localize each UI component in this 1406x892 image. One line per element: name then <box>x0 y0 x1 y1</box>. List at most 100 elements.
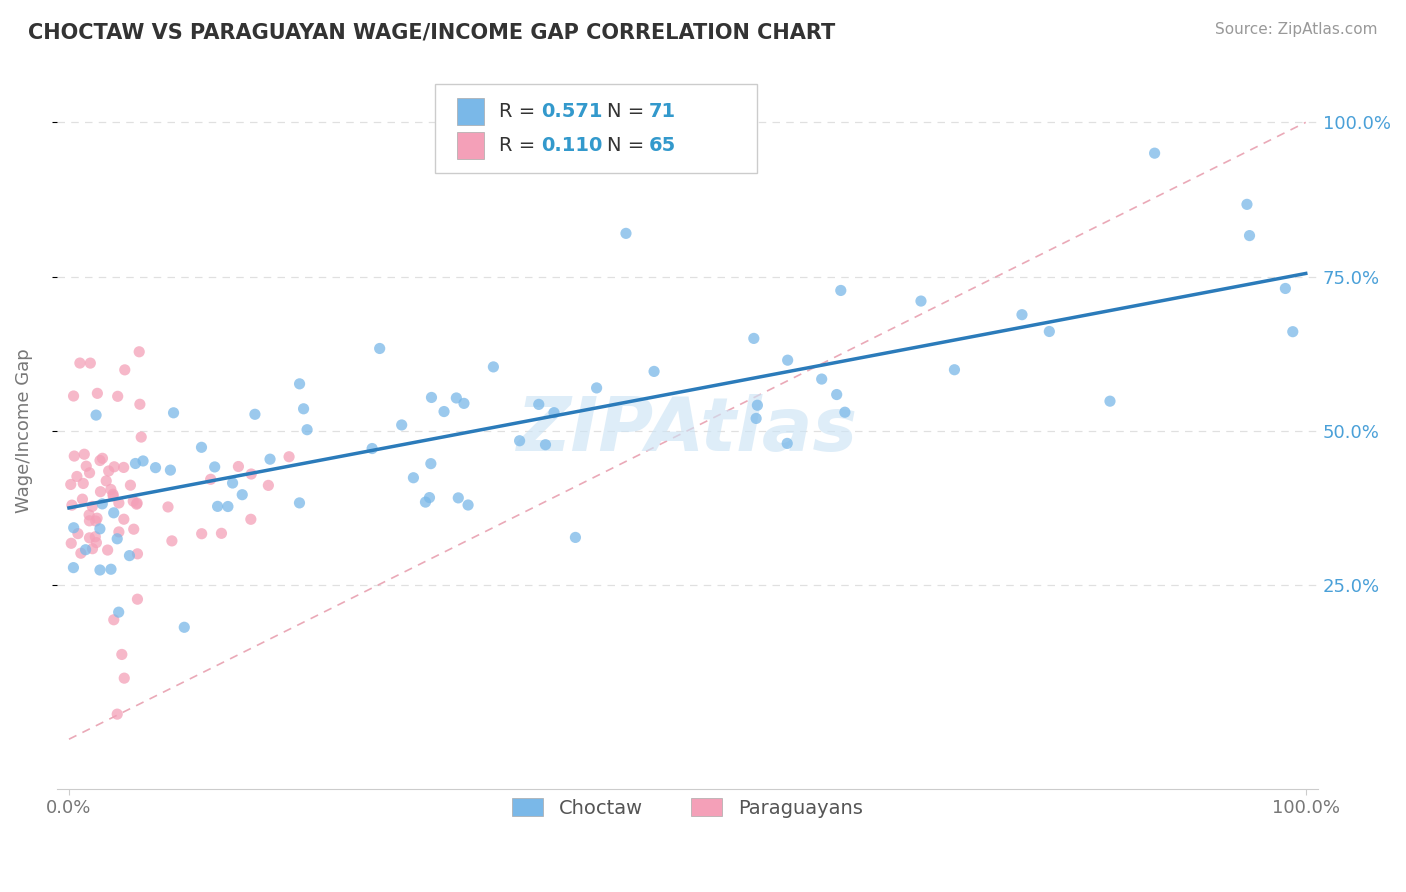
Point <box>418 491 440 505</box>
Point <box>63 449 86 463</box>
Point <box>89 522 111 536</box>
Point <box>96 474 118 488</box>
Point <box>101 489 124 503</box>
Point <box>70 546 93 560</box>
Point <box>288 496 311 510</box>
Point <box>1281 325 1303 339</box>
Point <box>84 530 107 544</box>
Point <box>62 389 84 403</box>
Point <box>125 497 148 511</box>
Point <box>943 363 966 377</box>
Point <box>103 506 125 520</box>
Point <box>1236 197 1258 211</box>
Point <box>457 498 479 512</box>
FancyBboxPatch shape <box>457 132 484 159</box>
Point <box>62 560 84 574</box>
Point <box>361 442 384 456</box>
Point <box>420 391 443 405</box>
Point <box>825 387 848 401</box>
Point <box>643 364 665 378</box>
Point <box>59 477 82 491</box>
Text: 0.110: 0.110 <box>541 136 602 154</box>
Point <box>118 549 141 563</box>
Point <box>75 459 97 474</box>
Point <box>745 411 768 425</box>
Point <box>124 457 146 471</box>
Point <box>77 508 100 522</box>
Point <box>156 500 179 514</box>
Point <box>482 359 505 374</box>
Point <box>84 408 107 422</box>
Point <box>79 466 101 480</box>
Point <box>101 487 124 501</box>
Point <box>776 353 799 368</box>
Point <box>810 372 832 386</box>
Point <box>391 417 413 432</box>
Point <box>73 447 96 461</box>
Text: 65: 65 <box>648 136 675 154</box>
FancyBboxPatch shape <box>434 84 756 173</box>
Point <box>1274 281 1296 295</box>
Point <box>132 454 155 468</box>
Point <box>910 294 932 309</box>
Point <box>173 620 195 634</box>
Point <box>128 397 150 411</box>
Point <box>127 547 149 561</box>
Point <box>240 467 263 481</box>
Point <box>60 536 83 550</box>
Point <box>231 488 253 502</box>
Point <box>160 533 183 548</box>
Point <box>112 460 135 475</box>
Point <box>295 423 318 437</box>
Point <box>66 526 89 541</box>
Text: 71: 71 <box>648 102 675 121</box>
Text: Source: ZipAtlas.com: Source: ZipAtlas.com <box>1215 22 1378 37</box>
Text: N =: N = <box>606 102 650 121</box>
Point <box>614 227 637 241</box>
Point <box>239 512 262 526</box>
Point <box>204 459 226 474</box>
Point <box>100 562 122 576</box>
Point <box>433 404 456 418</box>
Point <box>89 563 111 577</box>
Point <box>564 530 586 544</box>
Point <box>278 450 301 464</box>
Point <box>257 478 280 492</box>
Point <box>79 356 101 370</box>
Point <box>190 526 212 541</box>
Point <box>200 472 222 486</box>
Point <box>66 469 89 483</box>
Text: R =: R = <box>499 136 541 154</box>
Point <box>105 532 128 546</box>
Point <box>91 497 114 511</box>
Point <box>1143 146 1166 161</box>
Point <box>259 452 281 467</box>
Point <box>228 459 250 474</box>
Point <box>82 541 104 556</box>
Point <box>243 407 266 421</box>
Point <box>509 434 531 448</box>
Point <box>60 498 83 512</box>
Point <box>190 440 212 454</box>
Point <box>543 406 565 420</box>
Point <box>84 514 107 528</box>
Point <box>97 464 120 478</box>
Point <box>129 430 152 444</box>
Point <box>82 500 104 514</box>
Text: N =: N = <box>606 136 650 154</box>
Point <box>103 459 125 474</box>
Point <box>368 342 391 356</box>
Point <box>527 397 550 411</box>
Point <box>62 521 84 535</box>
Point <box>221 475 243 490</box>
Point <box>453 396 475 410</box>
Text: 0.571: 0.571 <box>541 102 603 121</box>
Point <box>1038 325 1060 339</box>
FancyBboxPatch shape <box>457 98 484 125</box>
Point <box>120 478 142 492</box>
Point <box>446 391 468 405</box>
Point <box>162 406 184 420</box>
Point <box>217 500 239 514</box>
Text: R =: R = <box>499 102 541 121</box>
Point <box>145 460 167 475</box>
